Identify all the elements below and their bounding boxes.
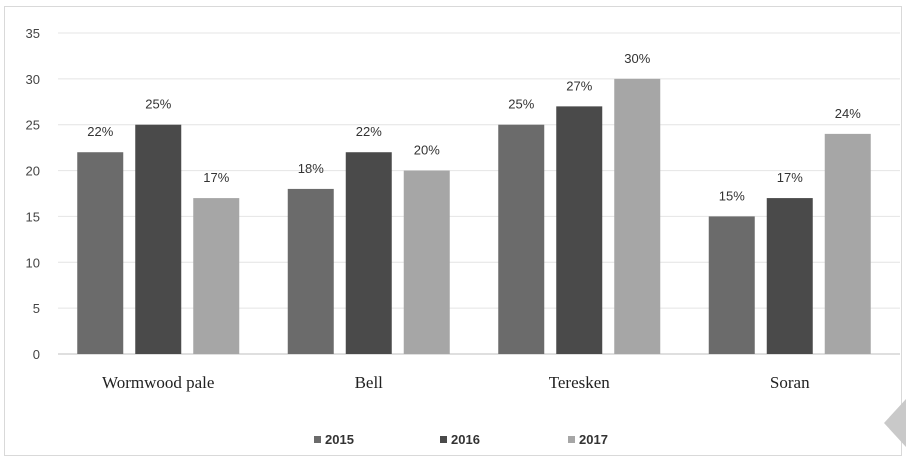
legend-label: 2017 [579,432,608,447]
data-label: 25% [145,97,171,112]
bar [287,188,334,354]
data-label: 20% [414,143,440,158]
y-tick-label: 5 [33,301,40,316]
bar [135,124,182,354]
y-axis: 0 5 10 15 20 25 30 35 [26,26,40,362]
bar [193,198,240,354]
legend: 2015 2016 2017 [314,432,608,447]
data-label: 24% [835,106,861,121]
bar [824,133,871,354]
y-tick-label: 0 [33,347,40,362]
y-tick-label: 10 [26,255,40,270]
x-category-label: Wormwood pale [102,373,214,392]
bars [77,78,871,354]
legend-swatch [568,436,575,443]
x-category-label: Teresken [549,373,611,392]
y-tick-label: 25 [26,118,40,133]
data-label: 18% [298,161,324,176]
y-tick-label: 30 [26,72,40,87]
bar [403,170,450,354]
data-label: 17% [777,170,803,185]
corner-arrow-icon [884,399,906,447]
y-tick-label: 15 [26,209,40,224]
y-tick-label: 20 [26,164,40,179]
data-label: 27% [566,78,592,93]
bar [614,78,661,354]
legend-label: 2015 [325,432,354,447]
x-category-label: Soran [770,373,810,392]
data-label: 17% [203,170,229,185]
chart-frame [4,6,902,456]
bar [708,216,755,354]
data-label: 25% [508,97,534,112]
legend-swatch [440,436,447,443]
data-label: 22% [356,124,382,139]
bar [498,124,545,354]
bar [345,152,392,354]
bar [766,198,813,354]
x-category-label: Bell [355,373,384,392]
x-axis: Wormwood pale Bell Teresken Soran [102,373,810,392]
bar [556,106,603,354]
data-labels: 22% 25% 17% 18% 22% 20% 25% 27% 30% 15% 17% 24% [87,51,861,204]
data-label: 15% [719,188,745,203]
legend-swatch [314,436,321,443]
legend-label: 2016 [451,432,480,447]
data-label: 30% [624,51,650,66]
bar [77,152,124,354]
data-label: 22% [87,124,113,139]
y-tick-label: 35 [26,26,40,41]
